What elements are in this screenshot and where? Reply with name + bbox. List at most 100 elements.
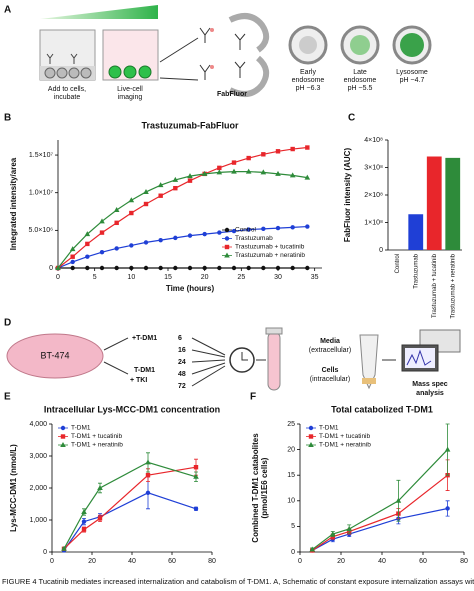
- legend-label: T-DM1: [319, 425, 339, 432]
- marker: [304, 174, 311, 180]
- marker: [85, 265, 90, 271]
- marker: [129, 210, 134, 216]
- x-tick-label: 60: [168, 558, 176, 565]
- panel-letter: A: [4, 5, 11, 16]
- marker: [290, 265, 295, 271]
- y-tick-label: 20: [287, 446, 295, 453]
- marker: [305, 224, 310, 229]
- compartment-label: Lysosome: [396, 69, 428, 76]
- fraction-label: Cells: [322, 367, 339, 374]
- eppendorf-icon: [359, 334, 379, 390]
- marker: [224, 244, 230, 250]
- marker: [275, 170, 281, 176]
- marker: [60, 434, 66, 439]
- clock-icon: [229, 347, 255, 373]
- marker: [445, 506, 450, 511]
- marker: [114, 246, 119, 251]
- marker: [187, 233, 193, 238]
- y-tick-label: 15: [287, 472, 295, 479]
- marker: [309, 546, 316, 552]
- y-tick-label: 0: [291, 549, 295, 556]
- chart-title: Trastuzumab-FabFluor: [141, 120, 239, 130]
- marker: [84, 231, 91, 237]
- marker: [201, 170, 208, 176]
- x-tick-label: 0: [298, 558, 302, 565]
- marker: [187, 178, 193, 183]
- marker: [99, 218, 105, 224]
- y-tick-label: 1,000: [29, 517, 47, 524]
- well-label: Add to cells,: [48, 86, 86, 93]
- marker: [290, 146, 295, 152]
- x-tick-label: Trastuzumab: [413, 253, 419, 288]
- marker: [129, 265, 134, 271]
- marker: [308, 442, 314, 447]
- y-tick-label: 2×10⁸: [364, 192, 383, 199]
- analysis-label: Mass spec: [412, 381, 448, 388]
- caption: FIGURE 4 Tucatinib mediates increased in…: [2, 577, 474, 586]
- marker: [55, 265, 61, 270]
- y-tick-label: 3×10⁸: [364, 164, 383, 171]
- marker: [231, 228, 237, 234]
- fraction-label: (intracellular): [310, 376, 350, 383]
- series-line: [63, 461, 197, 550]
- series-line: [57, 146, 308, 269]
- marker: [85, 254, 90, 259]
- y-tick-label: 0: [379, 247, 383, 254]
- marker: [158, 193, 163, 198]
- y-tick-label: 1.5×10⁷: [29, 152, 54, 159]
- timepoint: 24: [178, 359, 186, 366]
- reagent-label: FabFluor: [217, 91, 247, 98]
- marker: [158, 265, 163, 271]
- legend-label: T-DM1 + neratinib: [71, 442, 123, 449]
- marker: [61, 545, 67, 551]
- endosomes: [288, 25, 432, 65]
- y-tick-label: 4×10⁸: [364, 137, 383, 144]
- marker: [143, 265, 149, 271]
- compartment-label: endosome: [292, 77, 325, 84]
- y-tick-label: 5: [291, 523, 295, 530]
- marker: [81, 519, 87, 524]
- treatment: + TKI: [130, 377, 147, 384]
- arrow: [191, 337, 226, 387]
- marker: [261, 226, 266, 232]
- marker: [97, 516, 103, 521]
- marker: [202, 231, 207, 237]
- marker: [261, 152, 266, 157]
- marker: [70, 265, 75, 271]
- chart-title: Intracellular Lys-MCC-DM1 concentration: [44, 404, 220, 414]
- marker: [444, 446, 451, 452]
- marker: [202, 265, 207, 271]
- marker: [173, 265, 178, 271]
- marker: [60, 442, 66, 447]
- marker: [246, 155, 251, 161]
- panel-letter: B: [4, 113, 11, 124]
- x-tick-label: 40: [378, 558, 386, 565]
- bar: [426, 156, 442, 250]
- compartment-label: pH ~5.5: [348, 85, 373, 92]
- legend-label: T-DM1 + tucatinib: [71, 433, 123, 440]
- y-tick-label: 4,000: [29, 421, 47, 428]
- x-tick-label: Trastuzumab + neratinib: [450, 253, 456, 318]
- y-axis-label: Combined T-DM1 catabolites: [251, 433, 260, 543]
- marker: [193, 465, 199, 470]
- marker: [143, 240, 149, 245]
- compartment-label: Early: [300, 69, 316, 76]
- marker: [172, 176, 179, 182]
- well-1: [39, 29, 96, 81]
- marker: [97, 485, 103, 490]
- marker: [114, 265, 119, 271]
- marker: [275, 225, 281, 231]
- marker: [99, 230, 105, 235]
- x-tick-label: 20: [88, 558, 96, 565]
- marker: [260, 169, 267, 175]
- fabfluor-schematic: [199, 13, 270, 97]
- marker: [143, 188, 149, 194]
- cell-line: BT-474: [40, 350, 69, 360]
- chart-title: Total catabolized T-DM1: [331, 404, 433, 414]
- marker: [113, 207, 120, 213]
- x-tick-label: 0: [56, 274, 60, 281]
- x-axis-label: Time (hours): [166, 284, 215, 293]
- y-tick-label: 3,000: [29, 453, 47, 460]
- legend-label: T-DM1: [71, 425, 91, 432]
